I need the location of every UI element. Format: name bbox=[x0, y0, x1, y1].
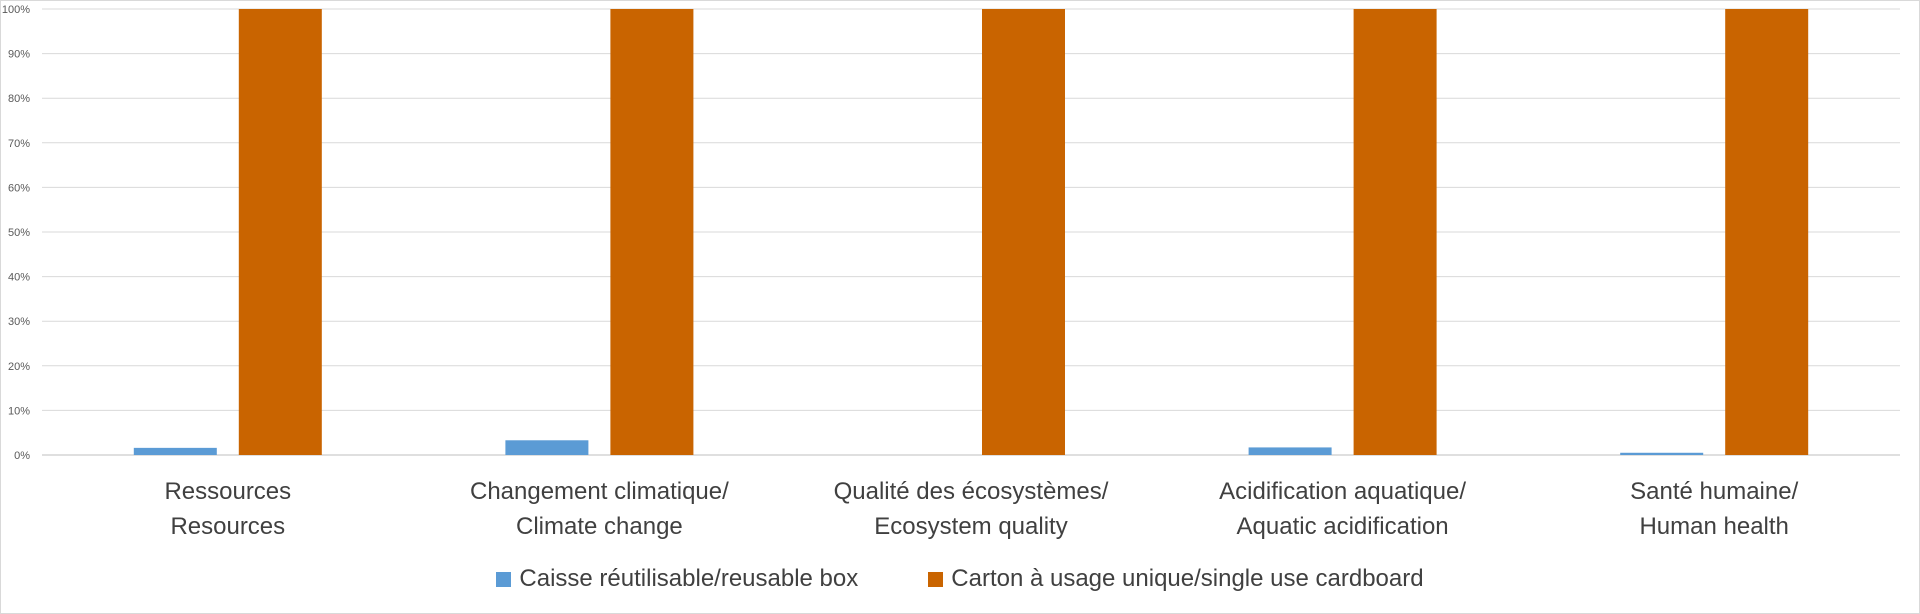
bar-chart: 0% 10% 20% 30% 40% 50% 60% 70% 80% 90% 100% Ressour… bbox=[2, 4, 1900, 540]
bar-single-use-cardboard bbox=[610, 9, 694, 455]
y-tick-label: 20% bbox=[8, 361, 30, 373]
y-tick-label: 30% bbox=[8, 316, 30, 328]
bar-single-use-cardboard bbox=[1353, 9, 1437, 455]
y-tick-label: 70% bbox=[8, 138, 30, 150]
y-tick-label: 50% bbox=[8, 227, 30, 239]
y-tick-label: 60% bbox=[8, 182, 30, 194]
x-tick-label: Resources bbox=[170, 513, 285, 540]
bar-reusable-box bbox=[505, 440, 589, 455]
legend-swatch-single-use-cardboard bbox=[928, 571, 944, 587]
x-tick-label: Human health bbox=[1639, 513, 1788, 540]
y-tick-label: 40% bbox=[8, 272, 30, 284]
x-tick-label: Qualité des écosystèmes/ bbox=[834, 478, 1109, 505]
legend: Caisse réutilisable/reusable box Carton … bbox=[0, 565, 1920, 593]
legend-item-single-use-cardboard: Carton à usage unique/single use cardboa… bbox=[928, 565, 1424, 593]
bar-single-use-cardboard bbox=[1725, 9, 1809, 455]
legend-label-single-use-cardboard: Carton à usage unique/single use cardboa… bbox=[951, 565, 1424, 592]
bar-single-use-cardboard bbox=[982, 9, 1065, 455]
x-tick-label: Acidification aquatique/ bbox=[1219, 478, 1466, 505]
y-tick-label: 10% bbox=[8, 405, 30, 417]
legend-label-reusable-box: Caisse réutilisable/reusable box bbox=[519, 565, 859, 592]
x-tick-label: Climate change bbox=[516, 513, 683, 540]
x-tick-label: Santé humaine/ bbox=[1630, 478, 1798, 505]
x-tick-label: Ressources bbox=[164, 478, 291, 505]
y-tick-label: 80% bbox=[8, 93, 30, 105]
legend-swatch-reusable-box bbox=[496, 571, 512, 587]
y-tick-label: 90% bbox=[8, 49, 30, 61]
bar-reusable-box bbox=[1248, 447, 1332, 455]
x-tick-label: Aquatic acidification bbox=[1237, 513, 1449, 540]
y-tick-label: 0% bbox=[14, 450, 30, 462]
bar-reusable-box bbox=[133, 447, 217, 455]
bar-single-use-cardboard bbox=[238, 9, 322, 455]
legend-item-reusable-box: Caisse réutilisable/reusable box bbox=[496, 565, 858, 593]
bar-reusable-box bbox=[1620, 452, 1704, 455]
x-tick-label: Ecosystem quality bbox=[874, 513, 1067, 540]
y-tick-label: 100% bbox=[2, 4, 30, 16]
x-tick-label: Changement climatique/ bbox=[470, 478, 729, 505]
